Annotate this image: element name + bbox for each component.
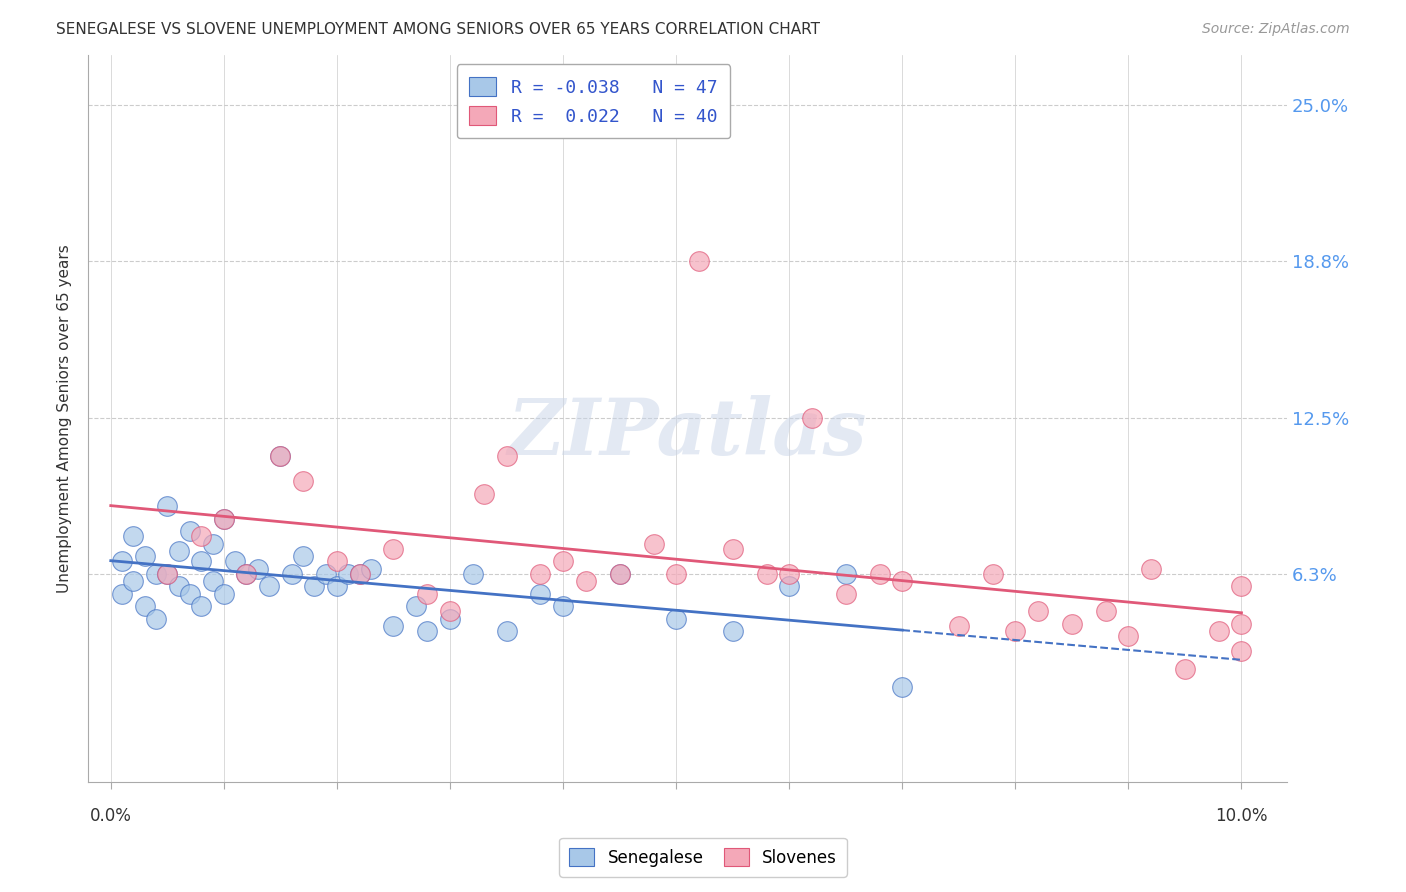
- Point: [134, 599, 156, 614]
- Point: [167, 579, 190, 593]
- Point: [721, 541, 744, 556]
- Point: [1230, 579, 1253, 593]
- Point: [257, 579, 280, 593]
- Point: [665, 566, 688, 581]
- Point: [835, 587, 858, 601]
- Point: [891, 574, 914, 589]
- Point: [235, 566, 257, 581]
- Point: [688, 253, 710, 268]
- Point: [1230, 616, 1253, 631]
- Point: [280, 566, 302, 581]
- Point: [246, 562, 269, 576]
- Point: [1004, 624, 1026, 639]
- Point: [575, 574, 598, 589]
- Point: [212, 587, 235, 601]
- Point: [145, 612, 167, 626]
- Point: [326, 554, 349, 568]
- Y-axis label: Unemployment Among Seniors over 65 years: Unemployment Among Seniors over 65 years: [58, 244, 72, 593]
- Point: [201, 574, 224, 589]
- Point: [461, 566, 484, 581]
- Point: [304, 579, 326, 593]
- Point: [665, 612, 688, 626]
- Point: [609, 566, 631, 581]
- Point: [156, 566, 179, 581]
- Point: [360, 562, 382, 576]
- Point: [190, 529, 212, 543]
- Point: [778, 579, 800, 593]
- Point: [1060, 616, 1083, 631]
- Point: [551, 554, 574, 568]
- Point: [156, 566, 179, 581]
- Point: [269, 449, 291, 463]
- Text: Source: ZipAtlas.com: Source: ZipAtlas.com: [1202, 22, 1350, 37]
- Point: [891, 680, 914, 694]
- Text: SENEGALESE VS SLOVENE UNEMPLOYMENT AMONG SENIORS OVER 65 YEARS CORRELATION CHART: SENEGALESE VS SLOVENE UNEMPLOYMENT AMONG…: [56, 22, 820, 37]
- Point: [201, 537, 224, 551]
- Legend: Senegalese, Slovenes: Senegalese, Slovenes: [560, 838, 846, 877]
- Point: [1026, 604, 1049, 618]
- Point: [1118, 630, 1140, 644]
- Point: [609, 566, 631, 581]
- Point: [382, 619, 405, 633]
- Point: [291, 474, 314, 488]
- Point: [1140, 562, 1163, 576]
- Point: [111, 554, 134, 568]
- Text: 0.0%: 0.0%: [90, 807, 132, 825]
- Point: [315, 566, 337, 581]
- Point: [122, 574, 145, 589]
- Point: [190, 554, 212, 568]
- Point: [800, 411, 823, 425]
- Point: [235, 566, 257, 581]
- Point: [439, 604, 461, 618]
- Point: [529, 566, 551, 581]
- Point: [382, 541, 405, 556]
- Point: [981, 566, 1004, 581]
- Point: [551, 599, 574, 614]
- Point: [156, 499, 179, 513]
- Point: [1094, 604, 1116, 618]
- Point: [269, 449, 291, 463]
- Point: [337, 566, 360, 581]
- Point: [212, 511, 235, 525]
- Point: [134, 549, 156, 564]
- Point: [721, 624, 744, 639]
- Point: [495, 624, 517, 639]
- Text: 10.0%: 10.0%: [1215, 807, 1268, 825]
- Point: [1174, 662, 1197, 676]
- Point: [439, 612, 461, 626]
- Point: [291, 549, 314, 564]
- Point: [167, 544, 190, 558]
- Point: [1208, 624, 1230, 639]
- Point: [349, 566, 371, 581]
- Point: [948, 619, 970, 633]
- Point: [643, 537, 665, 551]
- Point: [869, 566, 891, 581]
- Point: [755, 566, 778, 581]
- Point: [212, 511, 235, 525]
- Point: [1230, 644, 1253, 658]
- Point: [111, 587, 134, 601]
- Point: [472, 486, 495, 500]
- Point: [835, 566, 858, 581]
- Point: [224, 554, 246, 568]
- Point: [326, 579, 349, 593]
- Point: [529, 587, 551, 601]
- Point: [179, 587, 201, 601]
- Text: ZIPatlas: ZIPatlas: [508, 395, 868, 471]
- Point: [416, 624, 439, 639]
- Point: [190, 599, 212, 614]
- Point: [416, 587, 439, 601]
- Point: [495, 449, 517, 463]
- Point: [145, 566, 167, 581]
- Point: [349, 566, 371, 581]
- Point: [778, 566, 800, 581]
- Point: [405, 599, 427, 614]
- Point: [122, 529, 145, 543]
- Legend: R = -0.038   N = 47, R =  0.022   N = 40: R = -0.038 N = 47, R = 0.022 N = 40: [457, 64, 730, 138]
- Point: [179, 524, 201, 539]
